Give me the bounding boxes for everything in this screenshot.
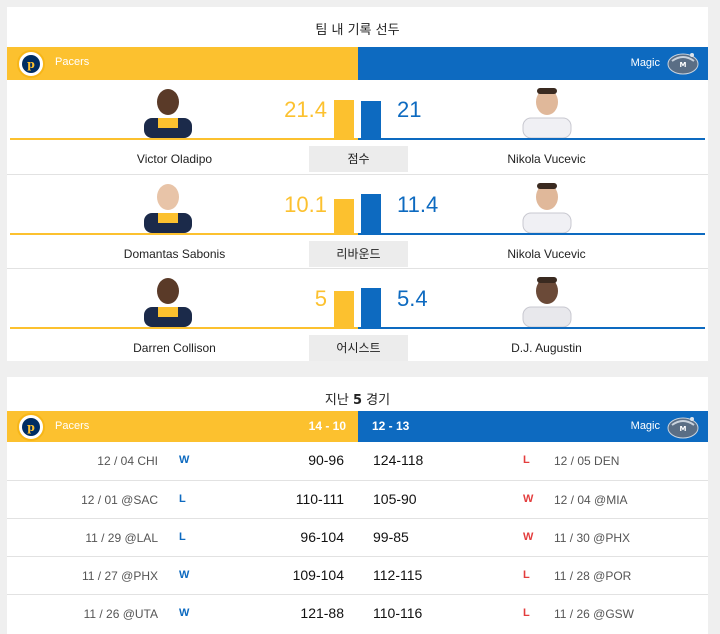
right-game-score: 99-85 bbox=[373, 529, 409, 545]
right-baseline bbox=[358, 233, 705, 235]
stat-category: 점수 bbox=[309, 146, 408, 172]
left-stat-bar bbox=[334, 291, 354, 328]
right-game-date: 11 / 30 @PHX bbox=[554, 531, 630, 545]
left-stat-value: 21.4 bbox=[284, 97, 327, 122]
left-game-result: W bbox=[179, 607, 190, 619]
right-stat-bar bbox=[361, 194, 381, 234]
left-game-score: 121-88 bbox=[300, 605, 344, 621]
left-baseline bbox=[10, 138, 359, 140]
home-team-record: 14 - 10 bbox=[308, 419, 346, 433]
last-five-title-prefix: 지난 bbox=[324, 393, 349, 408]
right-game-result: W bbox=[523, 493, 534, 505]
player-photo bbox=[144, 278, 192, 327]
left-game-score: 110-111 bbox=[295, 491, 344, 507]
game-row[interactable]: 12 / 01 @SAC L 110-111 105-90 W 12 / 04 @MIA bbox=[7, 480, 708, 518]
right-game-date: 11 / 28 @POR bbox=[554, 569, 632, 583]
left-game-score: 90-96 bbox=[308, 452, 344, 468]
left-stat-value: 5 bbox=[314, 286, 327, 311]
right-game-result: L bbox=[523, 454, 530, 466]
away-team-record-header: 12 - 13 Magic M bbox=[358, 411, 708, 442]
left-baseline bbox=[10, 233, 359, 235]
right-game-score: 112-115 bbox=[373, 567, 423, 583]
magic-logo-icon: M bbox=[667, 53, 699, 75]
last-five-title-suffix: 경기 bbox=[366, 393, 391, 408]
right-game-result: W bbox=[523, 531, 534, 543]
left-player-name: Domantas Sabonis bbox=[123, 247, 226, 261]
team-leaders-card: 팀 내 기록 선두 p Pacers Magic M 21.4 21 점수 Victo… bbox=[7, 7, 708, 361]
away-team-header: Magic M bbox=[358, 47, 708, 80]
right-game-score: 110-116 bbox=[373, 605, 423, 621]
leader-row: 21.4 21 점수 Victor Oladipo Nikola Vucevic bbox=[7, 80, 708, 174]
right-game-date: 12 / 04 @MIA bbox=[554, 493, 628, 507]
home-team-name: Pacers bbox=[55, 56, 90, 68]
left-stat-bar bbox=[334, 199, 354, 234]
right-player-name: Nikola Vucevic bbox=[507, 152, 586, 166]
left-game-date: 12 / 01 @SAC bbox=[81, 493, 158, 507]
pacers-logo-icon: p bbox=[17, 413, 45, 441]
left-game-date: 11 / 29 @LAL bbox=[85, 531, 158, 545]
right-player-name: D.J. Augustin bbox=[511, 341, 582, 355]
left-stat-value: 10.1 bbox=[284, 192, 327, 217]
right-game-result: L bbox=[523, 607, 530, 619]
left-game-result: W bbox=[179, 454, 190, 466]
right-game-result: L bbox=[523, 569, 530, 581]
team-leaders-title: 팀 내 기록 선두 bbox=[315, 23, 400, 38]
game-row[interactable]: 11 / 27 @PHX W 109-104 112-115 L 11 / 28 @POR bbox=[7, 556, 708, 594]
team-record-bar: p Pacers 14 - 10 12 - 13 Magic M bbox=[7, 411, 708, 442]
home-team-name: Pacers bbox=[55, 420, 90, 432]
right-stat-bar bbox=[361, 101, 381, 140]
left-player-name: Darren Collison bbox=[133, 341, 216, 355]
left-game-date: 12 / 04 CHI bbox=[97, 454, 158, 468]
left-game-result: W bbox=[179, 569, 190, 581]
game-row[interactable]: 11 / 29 @LAL L 96-104 99-85 W 11 / 30 @PHX bbox=[7, 518, 708, 556]
left-game-score: 96-104 bbox=[300, 529, 344, 545]
left-game-date: 11 / 27 @PHX bbox=[82, 569, 158, 583]
last-five-games-card: 지난 5 경기 p Pacers 14 - 10 12 - 13 Magic M… bbox=[7, 377, 708, 634]
player-photo bbox=[144, 89, 192, 138]
player-photo bbox=[144, 184, 192, 233]
leader-row: 5 5.4 어시스트 Darren Collison D.J. Augustin bbox=[7, 268, 708, 362]
right-game-date: 12 / 05 DEN bbox=[554, 454, 620, 468]
right-stat-value: 11.4 bbox=[397, 192, 439, 217]
away-team-name: Magic bbox=[630, 420, 660, 432]
magic-logo-icon: M bbox=[667, 417, 699, 439]
player-photo bbox=[522, 277, 572, 327]
right-baseline bbox=[358, 327, 705, 329]
svg-text:M: M bbox=[680, 425, 687, 433]
right-baseline bbox=[358, 138, 705, 140]
right-stat-bar bbox=[361, 288, 381, 328]
last-five-title: 지난 5 경기 bbox=[7, 389, 708, 408]
game-row[interactable]: 11 / 26 @UTA W 121-88 110-116 L 11 / 26 @GSW bbox=[7, 594, 708, 632]
left-game-result: L bbox=[179, 531, 186, 543]
right-stat-value: 5.4 bbox=[397, 286, 428, 311]
right-player-name: Nikola Vucevic bbox=[507, 247, 586, 261]
away-team-record: 12 - 13 bbox=[372, 419, 410, 433]
home-team-header: p Pacers bbox=[7, 47, 358, 80]
right-game-score: 105-90 bbox=[373, 491, 417, 507]
left-baseline bbox=[10, 327, 359, 329]
team-header-bar: p Pacers Magic M bbox=[7, 47, 708, 80]
last-five-title-count: 5 bbox=[352, 393, 363, 408]
stat-category: 어시스트 bbox=[309, 335, 408, 361]
player-photo bbox=[522, 183, 572, 233]
leader-row: 10.1 11.4 리바운드 Domantas Sabonis Nikola Vucev… bbox=[7, 174, 708, 268]
svg-text:M: M bbox=[680, 61, 687, 69]
right-game-date: 11 / 26 @GSW bbox=[554, 607, 634, 621]
right-game-score: 124-118 bbox=[373, 452, 424, 468]
left-stat-bar bbox=[334, 100, 354, 140]
pacers-logo-icon: p bbox=[17, 50, 45, 78]
left-game-score: 109-104 bbox=[292, 567, 344, 583]
stat-category: 리바운드 bbox=[309, 241, 408, 267]
right-stat-value: 21 bbox=[397, 97, 422, 122]
left-player-name: Victor Oladipo bbox=[136, 152, 213, 166]
player-photo bbox=[522, 88, 572, 138]
left-game-result: L bbox=[179, 493, 186, 505]
game-row[interactable]: 12 / 04 CHI W 90-96 124-118 L 12 / 05 DEN bbox=[7, 442, 708, 480]
left-game-date: 11 / 26 @UTA bbox=[83, 607, 158, 621]
away-team-name: Magic bbox=[630, 57, 660, 69]
home-team-record-header: p Pacers 14 - 10 bbox=[7, 411, 358, 442]
